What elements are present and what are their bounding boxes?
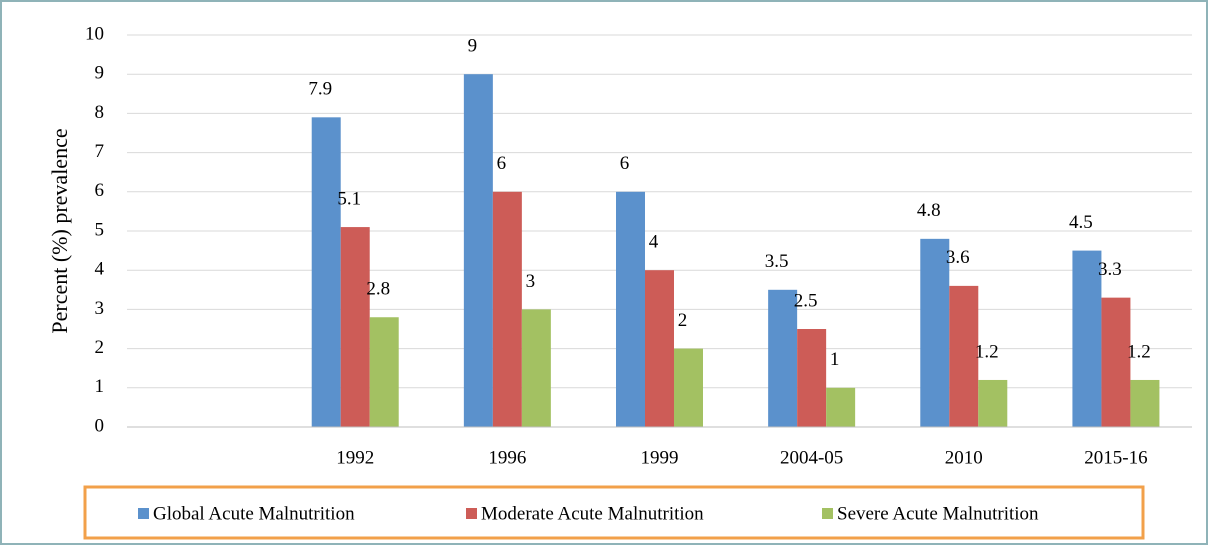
y-tick-label: 8 [95,102,105,123]
bar [369,317,399,427]
x-tick-label: 2010 [945,447,983,468]
bar [768,289,798,427]
bar [311,117,341,427]
legend-box [83,485,1145,540]
x-tick-label: 2004-05 [780,447,843,468]
bar [1130,379,1160,427]
data-label: 3 [526,271,536,292]
y-tick-label: 2 [95,337,105,358]
data-label: 2.5 [794,290,818,311]
bar [463,74,493,427]
bar [645,270,674,427]
data-label: 7.9 [308,79,332,100]
data-label: 6 [497,153,507,174]
legend-label: Global Acute Malnutrition [153,503,355,524]
x-tick-label: 1992 [336,447,374,468]
y-tick-label: 5 [95,219,105,240]
data-label: 5.1 [337,188,361,209]
bar [949,285,979,427]
data-label: 4 [649,232,659,253]
x-tick-label: 2015-16 [1084,447,1147,468]
data-label: 1 [830,349,840,370]
bar [920,238,950,427]
y-tick-label: 1 [95,376,105,397]
bar [340,227,370,427]
data-label: 1.2 [1127,341,1151,362]
data-label: 4.5 [1069,212,1093,233]
data-label: 3.3 [1098,259,1122,280]
y-tick-label: 7 [95,141,105,162]
x-tick-label: 1999 [641,447,679,468]
y-tick-label: 3 [95,298,105,319]
bar [616,191,645,427]
data-label: 3.6 [946,247,970,268]
y-tick-label: 0 [95,415,105,436]
legend-label: Severe Acute Malnutrition [837,503,1039,524]
bar [1072,250,1102,427]
bar [492,191,522,427]
legend-swatch [466,508,477,519]
bar [826,387,856,427]
bar [521,309,551,427]
data-label: 2.8 [366,279,390,300]
bar [1101,297,1131,427]
data-label: 9 [468,36,478,57]
data-label: 1.2 [975,341,999,362]
y-axis-label: Percent (%) prevalence [47,128,72,333]
data-label: 6 [620,153,630,174]
legend-label: Moderate Acute Malnutrition [481,503,704,524]
data-label: 3.5 [765,251,789,272]
legend-swatch [822,508,833,519]
data-label: 4.8 [917,200,941,221]
data-label: 2 [678,310,688,331]
y-tick-label: 10 [85,23,104,44]
legend-swatch [138,508,149,519]
y-tick-label: 4 [95,259,105,280]
bar [978,379,1008,427]
y-tick-label: 9 [95,63,105,84]
y-tick-label: 6 [95,180,105,201]
bar [797,329,827,427]
x-tick-label: 1996 [488,447,526,468]
bar [674,348,703,427]
